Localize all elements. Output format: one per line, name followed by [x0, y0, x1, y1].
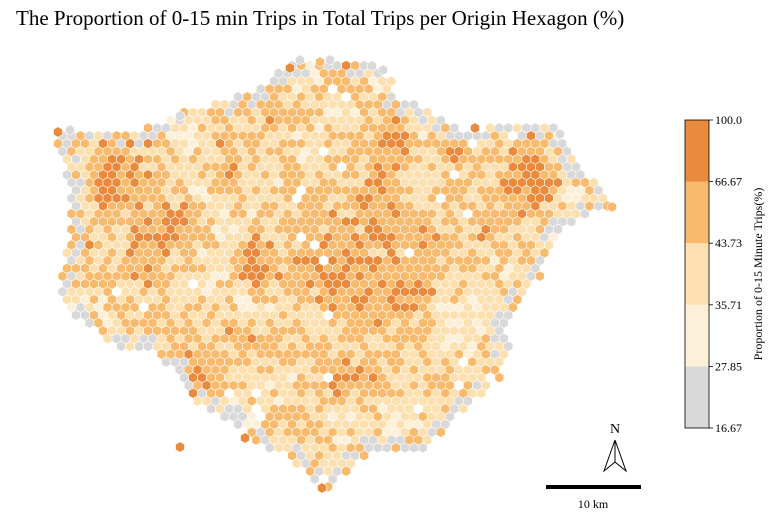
hexagon-cell	[65, 124, 75, 136]
hexagon-cell	[134, 340, 144, 352]
north-label: N	[610, 422, 620, 437]
hexagon-cell	[390, 442, 401, 454]
scale-bar-line	[546, 485, 641, 489]
hexagon-cell	[233, 418, 243, 430]
hexagon-cell	[535, 270, 545, 282]
hexagon-cell	[315, 56, 325, 68]
hexagon-cell	[84, 317, 95, 329]
north-arrow: N	[602, 422, 628, 473]
hexagon-cell	[175, 441, 185, 453]
colorbar-bin	[685, 243, 709, 305]
hexagon-cell	[53, 126, 63, 138]
hexagon-cell	[285, 62, 295, 74]
colorbar-bin	[685, 304, 709, 367]
hexagon-cell	[219, 411, 230, 423]
hexagon-cell	[192, 395, 203, 407]
hexagon-cell	[143, 340, 153, 352]
hexagon-cell	[161, 356, 171, 368]
colorbar-bin	[685, 120, 709, 182]
colorbar-tick-label: 35.71	[715, 298, 742, 312]
hexagon-cell	[367, 60, 377, 72]
hexagon-cell	[317, 482, 327, 494]
hexagon-layer	[53, 54, 617, 494]
hexagon-cell	[102, 333, 113, 345]
hexagon-cell	[417, 442, 428, 454]
hexagon-cell	[71, 309, 81, 321]
colorbar-label: Proportion of 0-15 Minute Trips(%)	[751, 188, 765, 361]
hexagon-cell	[435, 426, 446, 438]
hexagon-cell	[476, 387, 487, 399]
hexagon-cell	[291, 457, 302, 469]
hexagon-cell	[381, 442, 392, 454]
colorbar-tick-label: 66.67	[715, 175, 742, 189]
colorbar-tick-label: 43.73	[715, 236, 742, 250]
hexagon-cell	[295, 54, 305, 66]
hexagon-cell	[341, 465, 352, 477]
hexagon-cell	[408, 442, 419, 454]
colorbar-tick-label: 27.85	[715, 359, 742, 373]
hexagon-cell	[273, 442, 284, 454]
scale-bar-label: 10 km	[578, 497, 609, 511]
hexagon-cell	[566, 216, 577, 228]
hexagon-cell	[125, 340, 135, 352]
hexagon-cell	[555, 128, 565, 140]
hexagon-cell	[399, 442, 410, 454]
hexagon-cell	[372, 442, 383, 454]
hexagon-cell	[378, 64, 388, 76]
hexagon-cell	[325, 54, 335, 66]
hexagon-cell	[607, 201, 617, 213]
hexagon-cell	[116, 340, 126, 352]
hexagon-cell	[494, 372, 505, 384]
scale-bar: 10 km	[546, 485, 641, 511]
hexagon-cell	[580, 208, 590, 220]
colorbar-tick-label: 100.0	[715, 113, 742, 127]
hexagon-cell	[458, 403, 469, 415]
hexagon-cell	[309, 473, 320, 485]
hexagon-cell	[593, 200, 604, 212]
hexagon-cell	[175, 110, 185, 122]
hexagon-cell	[240, 432, 250, 444]
colorbar-tick-label: 16.67	[715, 421, 742, 435]
colorbar-legend: 100.0 66.67 43.73 35.71 27.85 16.67 Proportio…	[684, 113, 765, 435]
hexagon-cell	[470, 122, 480, 134]
colorbar-bin	[685, 181, 709, 244]
colorbar-bin	[685, 366, 709, 428]
hexagon-cell	[359, 450, 370, 462]
hexagon-cell	[206, 403, 216, 415]
hexagon-cell	[264, 442, 275, 454]
north-arrow-left	[602, 439, 616, 473]
map-title: The Proportion of 0-15 min Trips in Tota…	[16, 6, 625, 30]
north-arrow-right	[614, 439, 628, 473]
colorbar-frame	[684, 119, 710, 429]
hexagon-cell	[251, 434, 262, 446]
